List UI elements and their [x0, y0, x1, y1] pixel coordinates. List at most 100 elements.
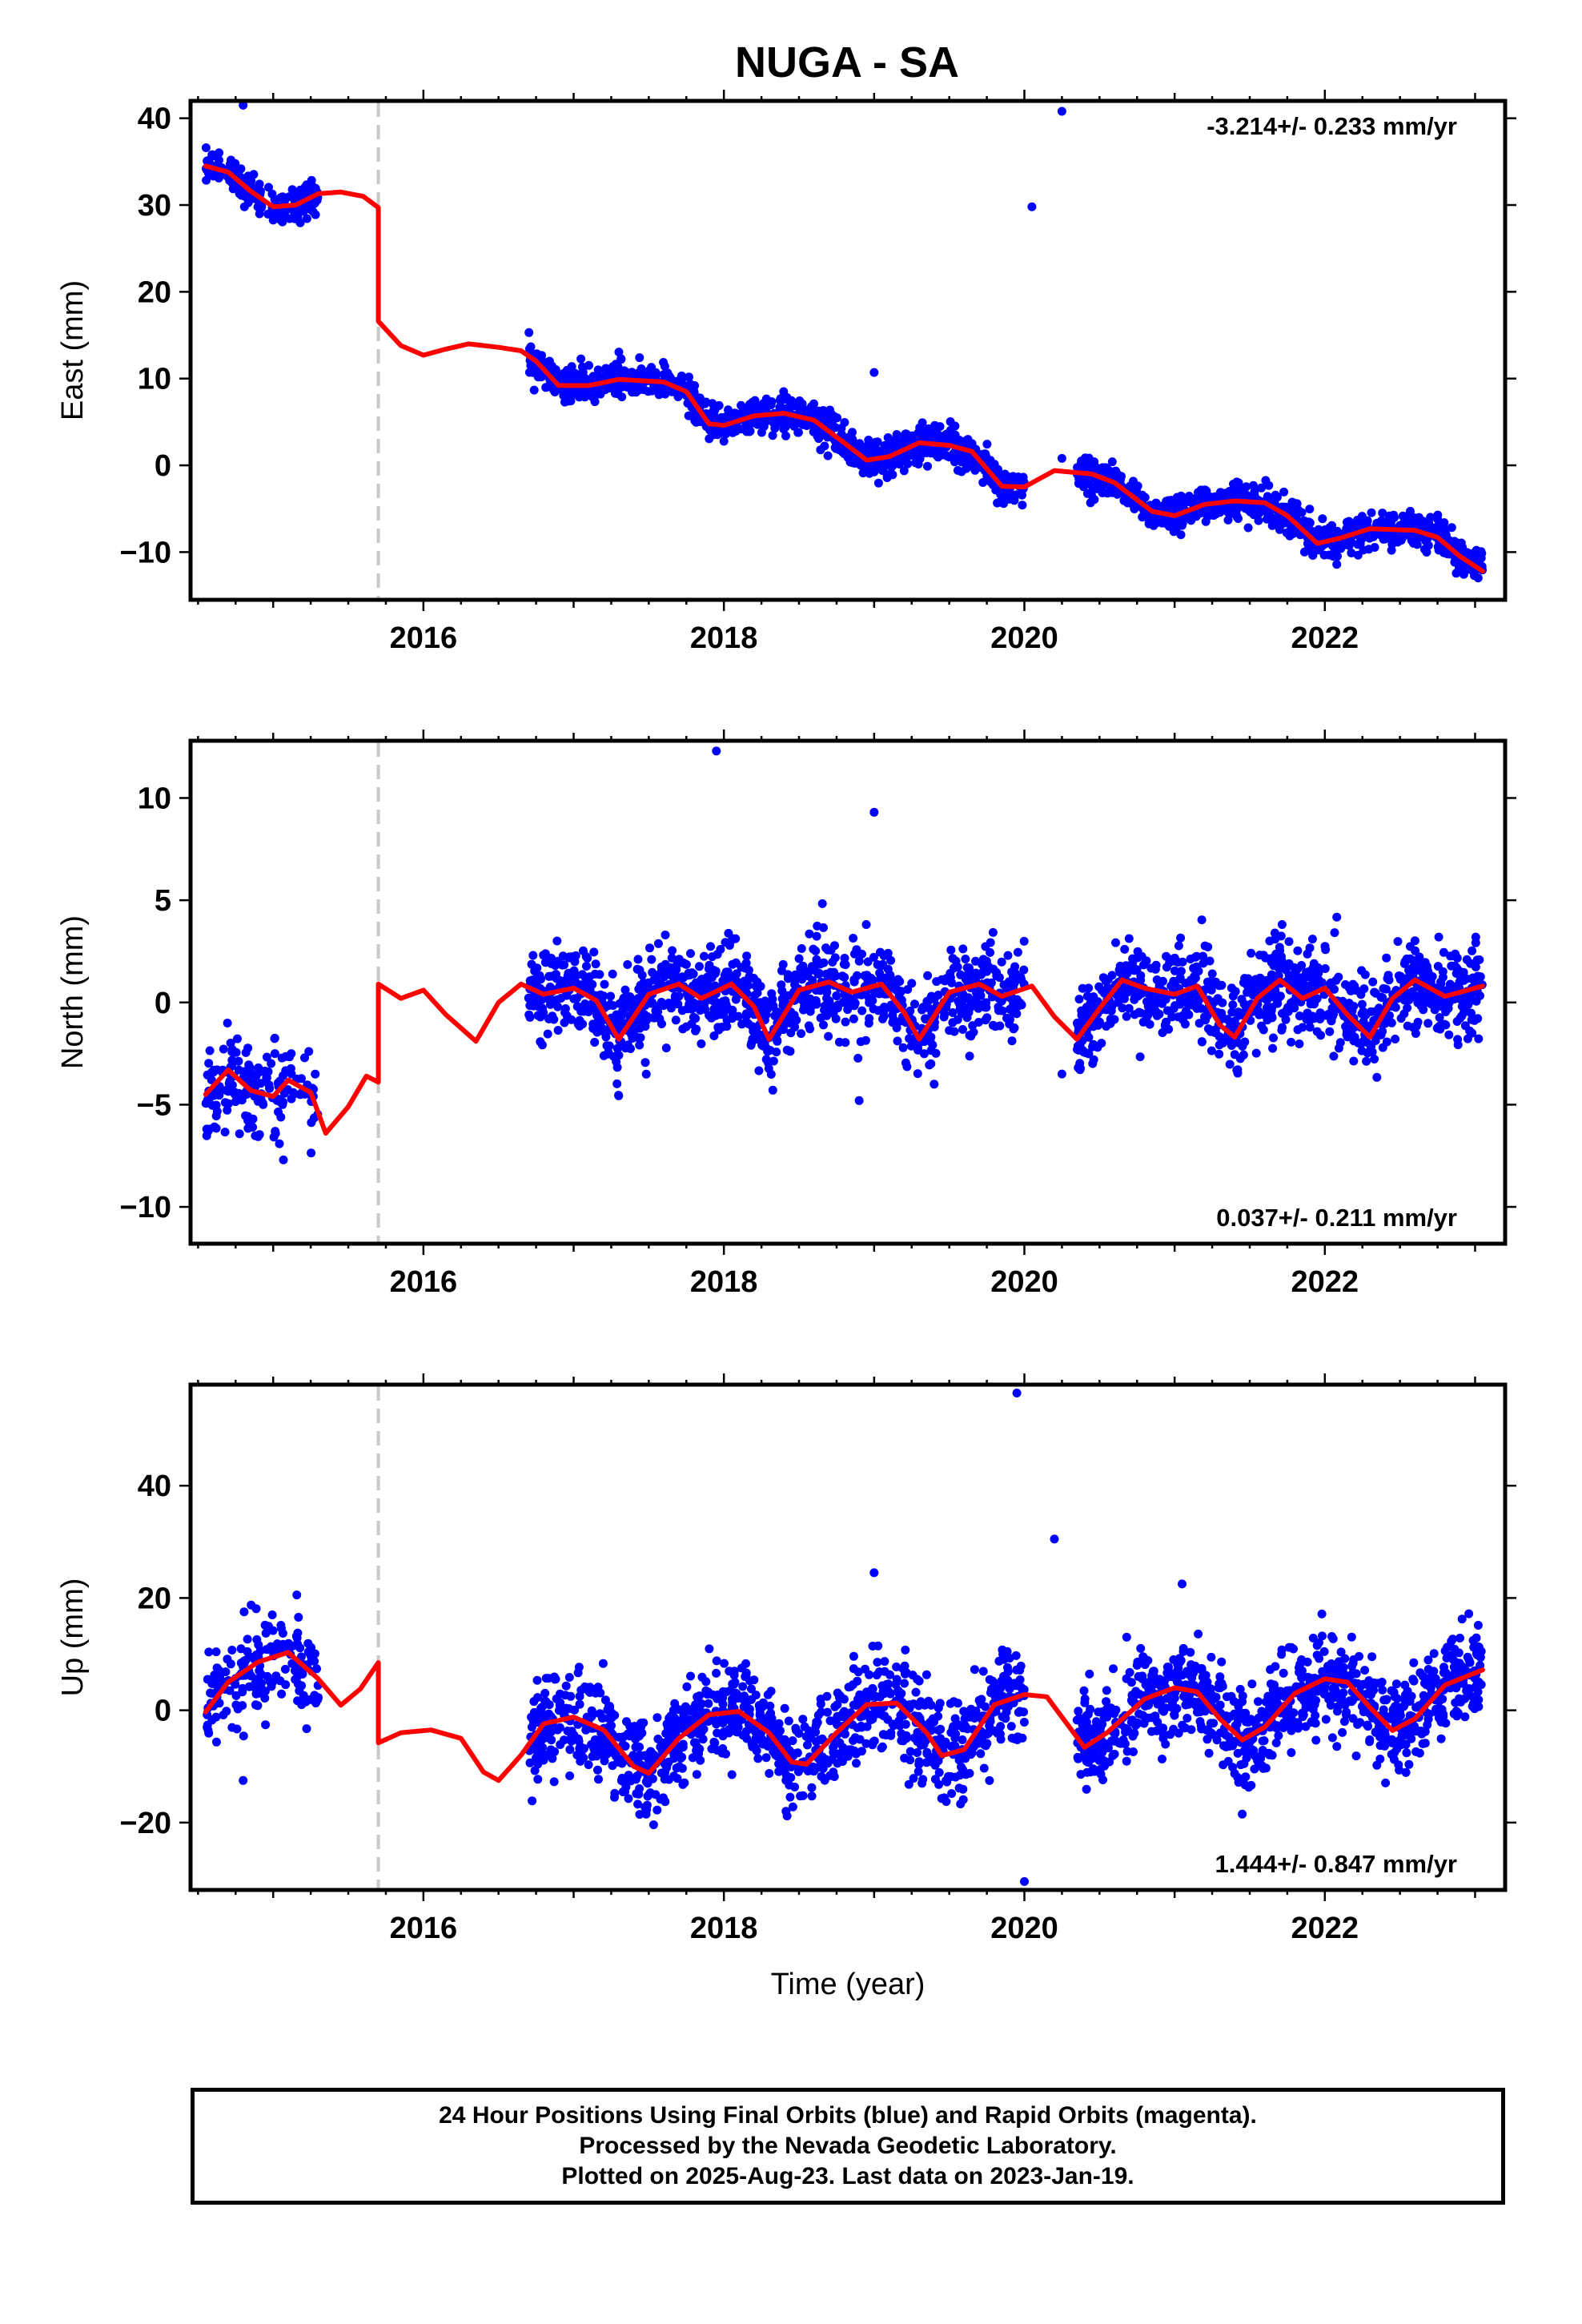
data-point	[744, 1019, 753, 1028]
plot-area-up	[203, 1386, 1486, 1888]
data-point	[1370, 987, 1379, 997]
data-point	[279, 1155, 288, 1164]
data-point	[292, 1590, 302, 1600]
data-point	[824, 1031, 833, 1041]
data-point	[995, 1021, 1005, 1031]
data-point	[1434, 932, 1443, 942]
y-tick-label: −10	[120, 1191, 171, 1224]
data-point	[260, 1620, 270, 1630]
data-point	[1103, 975, 1113, 984]
data-point	[255, 1666, 264, 1675]
data-point	[265, 1084, 275, 1093]
data-point	[828, 957, 837, 967]
data-point	[616, 999, 626, 1007]
data-point	[754, 1066, 764, 1076]
data-point	[849, 934, 858, 943]
data-point	[1391, 1035, 1400, 1043]
data-point	[968, 1021, 978, 1031]
data-point	[1293, 946, 1303, 955]
data-point	[923, 461, 932, 471]
data-point	[819, 923, 828, 932]
data-point	[1074, 995, 1084, 1004]
data-point	[802, 421, 812, 430]
data-point	[1441, 1020, 1451, 1030]
data-point	[595, 970, 604, 979]
data-point	[823, 451, 833, 460]
data-point	[930, 994, 939, 1003]
data-point	[639, 385, 648, 395]
data-point	[901, 429, 910, 439]
data-point	[1215, 1049, 1224, 1059]
data-point	[676, 377, 685, 387]
data-point	[966, 972, 976, 982]
data-point	[239, 1607, 249, 1617]
data-point	[761, 1055, 771, 1064]
data-point	[865, 1014, 874, 1023]
data-point	[1441, 529, 1451, 539]
data-point	[946, 968, 955, 978]
data-point	[840, 418, 849, 427]
data-point	[223, 1099, 233, 1108]
data-point	[577, 362, 587, 372]
data-point	[527, 959, 536, 969]
data-point	[1357, 999, 1367, 1009]
outlier-point	[854, 1096, 864, 1105]
data-point	[689, 1012, 698, 1022]
data-point	[759, 1009, 769, 1019]
data-point	[1463, 1034, 1472, 1043]
data-point	[697, 1039, 706, 1048]
data-point	[204, 1728, 214, 1738]
data-point	[1368, 977, 1378, 987]
data-point	[202, 175, 211, 185]
data-point	[838, 998, 848, 1007]
data-point	[1162, 963, 1171, 972]
data-point	[281, 1680, 291, 1690]
data-point	[566, 1691, 576, 1701]
data-point	[1158, 1028, 1167, 1037]
data-point	[668, 946, 677, 955]
data-point	[1470, 1015, 1480, 1025]
outlier-point	[239, 101, 248, 110]
data-point	[1228, 1000, 1238, 1010]
data-point	[294, 1613, 303, 1622]
data-point	[219, 1044, 228, 1054]
data-point	[861, 920, 871, 929]
data-point	[241, 1111, 251, 1120]
data-point	[560, 1018, 569, 1027]
data-point	[1446, 951, 1456, 961]
data-point	[1191, 996, 1201, 1006]
data-point	[290, 191, 299, 200]
chart-title: NUGA - SA	[735, 38, 959, 86]
data-point	[580, 973, 590, 983]
data-point	[273, 1078, 283, 1088]
y-axis-title: East (mm)	[56, 280, 90, 420]
data-point	[1204, 981, 1214, 991]
velocity-rate-label: 0.037+/- 0.211 mm/yr	[1216, 1204, 1457, 1232]
data-point	[1073, 1018, 1082, 1027]
data-point	[965, 963, 974, 973]
data-point	[243, 1124, 253, 1133]
data-point	[206, 1688, 215, 1698]
data-point	[264, 183, 273, 192]
data-point	[1359, 1007, 1368, 1016]
data-point	[825, 996, 834, 1006]
data-point	[1441, 1007, 1451, 1016]
data-point	[1150, 964, 1160, 974]
data-point	[590, 1019, 600, 1029]
data-point	[857, 990, 866, 999]
data-point	[1419, 1005, 1428, 1015]
data-point	[1171, 982, 1181, 991]
data-point	[1305, 505, 1315, 514]
data-point	[205, 1124, 215, 1134]
data-point	[1216, 489, 1226, 498]
outlier-point	[1057, 453, 1066, 463]
data-point	[1407, 519, 1417, 529]
data-point	[892, 1663, 901, 1671]
data-point	[685, 372, 693, 382]
data-point	[590, 397, 600, 407]
data-point	[616, 354, 626, 364]
data-point	[951, 433, 961, 443]
data-point	[310, 1649, 319, 1659]
data-point	[934, 452, 943, 462]
data-point	[1386, 517, 1395, 527]
